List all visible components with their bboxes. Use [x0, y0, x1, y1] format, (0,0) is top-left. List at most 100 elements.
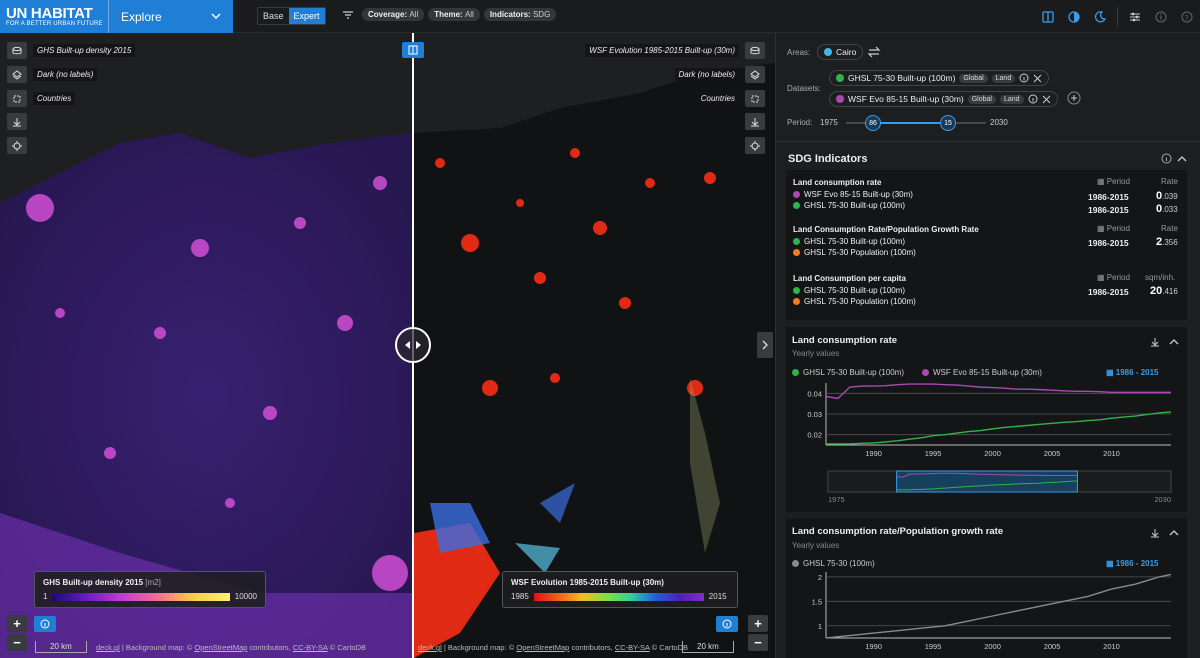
series-color-dot — [793, 238, 800, 245]
rate-column-header: Rate — [1161, 224, 1178, 233]
download-icon[interactable] — [1150, 528, 1160, 538]
mode-switch: Base Expert — [257, 7, 326, 25]
info-icon[interactable] — [1019, 73, 1029, 83]
chevron-up-icon[interactable] — [1177, 155, 1187, 163]
locate-icon[interactable] — [745, 137, 765, 154]
chart-period[interactable]: ▦ 1986 - 2015 — [1106, 368, 1159, 377]
mode-base-button[interactable]: Base — [263, 11, 284, 21]
settings-sliders-icon[interactable] — [1122, 0, 1148, 33]
download-icon[interactable] — [7, 113, 27, 130]
series-color-dot — [922, 369, 929, 376]
x-tick-label: 1995 — [925, 449, 942, 458]
series-color-dot — [793, 202, 800, 209]
layer-stack-icon[interactable] — [745, 42, 765, 59]
y-tick-label: 2 — [818, 573, 822, 582]
indicator-row: Land consumption rate WSF Evo 85-15 Buil… — [793, 178, 913, 210]
x-tick-label: 2010 — [1103, 449, 1120, 458]
coverage-chip[interactable]: Coverage: All — [362, 8, 425, 21]
brush-max-label: 2030 — [1154, 495, 1171, 504]
y-tick-label: 0.02 — [807, 431, 822, 440]
add-dataset-icon[interactable] — [1067, 91, 1081, 105]
zoom-in-button[interactable]: + — [748, 615, 768, 632]
brand-bar: UN HABITAT FOR A BETTER URBAN FUTURE Exp… — [0, 0, 233, 33]
y-tick-label: 0.04 — [807, 389, 822, 398]
period-end-handle[interactable]: 15 — [940, 115, 956, 131]
map-canvas[interactable] — [0, 33, 775, 658]
chart-legend-item[interactable]: GHSL 75-30 (100m) — [792, 559, 875, 568]
chart-title: Land consumption rate/Population growth … — [792, 526, 1004, 537]
download-icon[interactable] — [1150, 337, 1160, 347]
zoom-out-button[interactable]: − — [7, 634, 27, 651]
series-line — [826, 411, 1172, 445]
collapse-panel-button[interactable] — [757, 332, 773, 358]
info-icon[interactable] — [1028, 94, 1038, 104]
dataset-pill[interactable]: WSF Evo 85-15 Built-up (30m) Global Land — [829, 91, 1058, 107]
population-growth-chart[interactable]: 1 1.5 2 1990 1995 2000 2005 2010 — [786, 568, 1187, 658]
left-basemap-label[interactable]: Dark (no labels) — [33, 68, 98, 81]
basemap-icon[interactable] — [7, 66, 27, 83]
datasets-label: Datasets: — [787, 84, 821, 93]
help-icon[interactable]: ? — [1174, 0, 1200, 33]
period-min: 1975 — [820, 118, 838, 127]
info-icon[interactable] — [1161, 153, 1172, 164]
info-icon[interactable] — [1148, 0, 1174, 33]
x-tick-label: 2010 — [1103, 642, 1120, 651]
zoom-out-button[interactable]: − — [748, 634, 768, 651]
basemap-icon[interactable] — [745, 66, 765, 83]
split-toggle-button[interactable] — [402, 42, 424, 58]
area-pill[interactable]: Cairo — [817, 44, 864, 60]
chevron-up-icon[interactable] — [1169, 338, 1179, 346]
indicators-chip[interactable]: Indicators: SDG — [483, 8, 557, 21]
zoom-in-button[interactable]: + — [7, 615, 27, 632]
chevron-up-icon[interactable] — [1169, 529, 1179, 537]
right-basemap-label[interactable]: Dark (no labels) — [674, 68, 739, 81]
boundaries-icon[interactable] — [745, 90, 765, 107]
close-icon[interactable] — [1033, 74, 1042, 83]
series-color-dot — [793, 287, 800, 294]
filter-icon[interactable] — [342, 9, 354, 21]
rate-value: 0.033 — [1156, 203, 1178, 215]
sdg-indicators-title: SDG Indicators — [788, 153, 868, 165]
dark-mode-icon[interactable] — [1087, 0, 1113, 33]
chevron-down-icon[interactable] — [211, 11, 233, 23]
un-habitat-logo[interactable]: UN HABITAT FOR A BETTER URBAN FUTURE — [6, 5, 103, 27]
mode-expert-button[interactable]: Expert — [288, 8, 325, 24]
area-color-dot — [824, 48, 832, 56]
chart-period[interactable]: ▦ 1986 - 2015 — [1106, 559, 1159, 568]
swap-icon[interactable] — [867, 46, 881, 58]
download-icon[interactable] — [745, 113, 765, 130]
split-handle[interactable] — [395, 327, 431, 363]
dataset-color-dot — [836, 95, 844, 103]
attribution: deck.gl | Background map: © OpenStreetMa… — [418, 643, 689, 652]
brush-min-label: 1975 — [828, 495, 845, 504]
split-view-icon[interactable] — [1035, 0, 1061, 33]
y-tick-label: 1.5 — [812, 597, 822, 606]
y-tick-label: 0.03 — [807, 410, 822, 419]
right-legend: WSF Evolution 1985-2015 Built-up (30m) 1… — [502, 571, 738, 608]
boundaries-icon[interactable] — [7, 90, 27, 107]
dataset-pill[interactable]: GHSL 75-30 Built-up (100m) Global Land — [829, 70, 1050, 86]
locate-icon[interactable] — [7, 137, 27, 154]
explore-menu[interactable]: Explore — [121, 9, 162, 24]
rate-column-header: sqm/inh. — [1145, 273, 1176, 282]
left-boundaries-label[interactable]: Countries — [33, 92, 76, 105]
period-value: 1986-2015 — [1088, 238, 1129, 248]
map-info-button[interactable] — [716, 616, 738, 632]
top-bar: UN HABITAT FOR A BETTER URBAN FUTURE Exp… — [0, 0, 1200, 33]
layer-stack-icon[interactable] — [7, 42, 27, 59]
period-start-handle[interactable]: 86 — [865, 115, 881, 131]
tools-separator — [1117, 6, 1118, 27]
map-view[interactable]: GHS Built-up density 2015 Dark (no label… — [0, 33, 775, 658]
left-data-layer-label[interactable]: GHS Built-up density 2015 — [33, 44, 136, 57]
close-icon[interactable] — [1042, 95, 1051, 104]
chart-legend-item[interactable]: GHSL 75-30 Built-up (100m) — [792, 368, 904, 377]
filter-chips: Coverage: All Theme: All Indicators: SDG — [362, 8, 557, 21]
right-boundaries-label[interactable]: Countries — [696, 92, 739, 105]
contrast-icon[interactable] — [1061, 0, 1087, 33]
map-info-button[interactable] — [34, 616, 56, 632]
chart-legend-item[interactable]: WSF Evo 85-15 Built-up (30m) — [922, 368, 1042, 377]
land-consumption-chart[interactable]: 0.02 0.03 0.04 1990 1995 2000 2005 2010 1975 2030 — [786, 378, 1187, 508]
top-right-tools: ? — [1035, 0, 1200, 33]
theme-chip[interactable]: Theme: All — [428, 8, 480, 21]
right-data-layer-label[interactable]: WSF Evolution 1985-2015 Built-up (30m) — [585, 44, 739, 57]
